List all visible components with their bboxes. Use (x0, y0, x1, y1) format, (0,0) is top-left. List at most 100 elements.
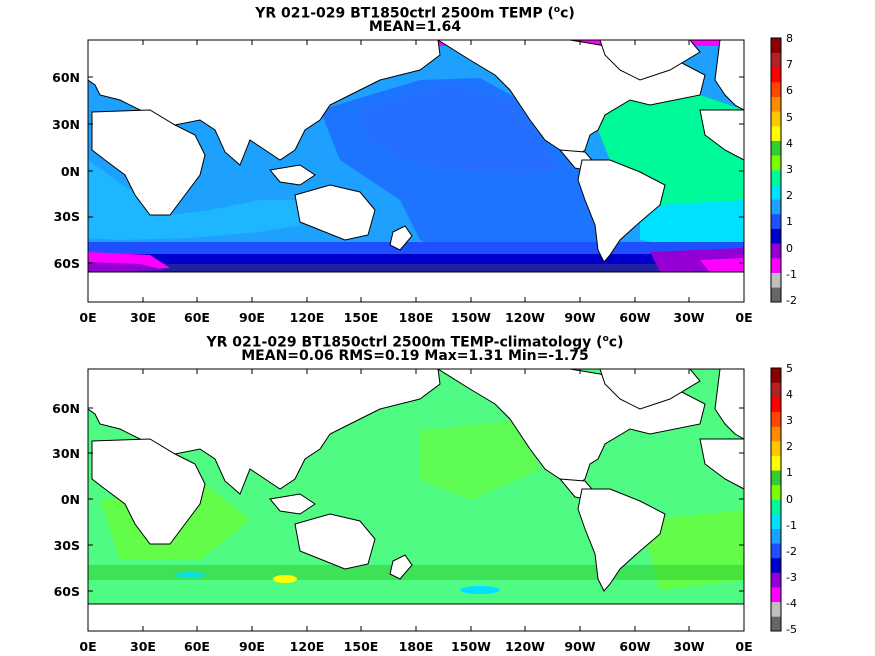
top-lon-label: 120E (289, 310, 325, 325)
bottom-map-cyan-spot-2 (175, 572, 205, 578)
colorbar-frame (770, 367, 782, 632)
top-map-ticks (87, 40, 745, 302)
bottom-colorbar (770, 367, 782, 632)
top-lon-label: 30W (673, 310, 705, 325)
bottom-map (87, 368, 745, 632)
top-lat-label-30n: 30N (52, 117, 80, 132)
bottom-lon-label: 150E (343, 639, 379, 654)
top-title: YR 021-029 BT1850ctrl 2500m TEMP (oc) (255, 5, 575, 22)
bottom-map-yellow-spot (273, 575, 297, 583)
top-lon-label: 0E (735, 310, 753, 325)
top-map-magenta-patch-east (700, 258, 744, 272)
colorbar-swatch (771, 155, 781, 171)
top-lon-label: 120W (505, 310, 545, 325)
bottom-colorbar-label: -3 (786, 570, 797, 584)
top-lat-label-60n: 60N (52, 70, 80, 85)
top-lon-label: 150E (343, 310, 379, 325)
bottom-lat-label-30s: 30S (53, 538, 80, 553)
top-colorbar-label: 2 (786, 189, 793, 203)
top-lat-label-0n: 0N (60, 164, 80, 179)
top-colorbar-label: 5 (786, 110, 793, 124)
bottom-colorbar-label: 5 (786, 362, 793, 375)
colorbar-swatch (771, 170, 781, 185)
colorbar-swatch (771, 411, 781, 427)
bottom-lon-label: 60W (619, 639, 651, 654)
bottom-title: YR 021-029 BT1850ctrl 2500m TEMP-climato… (206, 334, 624, 351)
top-map-southern-band-3 (88, 264, 744, 272)
top-colorbar-label: 0 (786, 241, 793, 255)
colorbar-swatch (771, 499, 781, 515)
colorbar-swatch (771, 111, 781, 127)
bottom-map-ticks (87, 369, 745, 631)
top-colorbar-label: 3 (786, 163, 793, 176)
bottom-map-southern-band (88, 565, 744, 580)
top-colorbar-label: 6 (786, 84, 793, 98)
bottom-lon-label: 120E (289, 639, 325, 654)
top-colorbar-label: -2 (786, 294, 797, 307)
bottom-lon-label: 120W (505, 639, 545, 654)
bottom-colorbar-label: 1 (786, 466, 793, 480)
colorbar-swatch (771, 258, 781, 273)
top-colorbar-label: -1 (786, 267, 797, 281)
colorbar-swatch (771, 38, 781, 53)
bottom-lon-label: 180E (398, 639, 434, 654)
top-lon-label: 90E (239, 310, 265, 325)
colorbar-swatch (771, 543, 781, 559)
bottom-lon-label: 150W (451, 639, 491, 654)
bottom-colorbar-label: -2 (786, 544, 797, 558)
bottom-lon-label: 0E (735, 639, 753, 654)
colorbar-swatch (771, 287, 781, 303)
colorbar-swatch (771, 199, 781, 215)
colorbar-swatch (771, 243, 781, 259)
colorbar-swatch (771, 52, 781, 68)
bottom-colorbar-label: -1 (786, 518, 797, 532)
colorbar-swatch (771, 426, 781, 442)
colorbar-swatch (771, 572, 781, 588)
top-map-southern-band-2 (88, 254, 744, 264)
top-map-atlantic-cyan (640, 200, 744, 248)
colorbar-swatch (771, 272, 781, 288)
bottom-colorbar-label: 3 (786, 414, 793, 428)
top-lon-label: 30E (130, 310, 156, 325)
colorbar-swatch (771, 228, 781, 244)
top-lat-label-60s: 60S (53, 256, 80, 271)
bottom-lon-label: 60E (184, 639, 210, 654)
top-lon-label: 60W (619, 310, 651, 325)
colorbar-swatch (771, 616, 781, 632)
bottom-colorbar-label: 4 (786, 388, 793, 402)
colorbar-swatch (771, 397, 781, 413)
bottom-map-light-green-patch-2 (420, 420, 540, 500)
bottom-lat-label-60n: 60N (52, 401, 80, 416)
colorbar-swatch (771, 67, 781, 83)
colorbar-swatch (771, 126, 781, 141)
top-map-indian-cyan (88, 160, 300, 240)
colorbar-swatch (771, 587, 781, 603)
colorbar-swatch (771, 528, 781, 544)
bottom-lon-label: 30E (130, 639, 156, 654)
bottom-lat-label-60s: 60S (53, 584, 80, 599)
top-map-southern-band-1 (88, 242, 744, 254)
bottom-lon-label: 90W (564, 639, 596, 654)
colorbar-swatch (771, 184, 781, 200)
colorbar-swatch (771, 470, 781, 486)
top-colorbar-label: 4 (786, 136, 793, 150)
colorbar-swatch (771, 557, 781, 573)
top-colorbar-label: 7 (786, 58, 793, 72)
bottom-lon-label: 90E (239, 639, 265, 654)
top-map-purple-patch-west (88, 262, 165, 272)
bottom-colorbar-label: -5 (786, 623, 797, 636)
bottom-lon-label: 0E (79, 639, 97, 654)
top-lon-label: 150W (451, 310, 491, 325)
top-map-pacific-core (360, 85, 560, 175)
bottom-lat-label-30n: 30N (52, 446, 80, 461)
colorbar-swatch (771, 140, 781, 156)
colorbar-frame (770, 37, 782, 303)
colorbar-swatch (771, 82, 781, 97)
top-mean: MEAN=1.64 (368, 19, 462, 35)
bottom-map-cyan-spot (460, 586, 500, 594)
top-colorbar-label: 1 (786, 215, 793, 229)
colorbar-swatch (771, 382, 781, 398)
bottom-stats: MEAN=0.06 RMS=0.19 Max=1.31 Min=-1.75 (241, 348, 589, 364)
top-colorbar (770, 37, 782, 303)
top-lon-label: 180E (398, 310, 434, 325)
